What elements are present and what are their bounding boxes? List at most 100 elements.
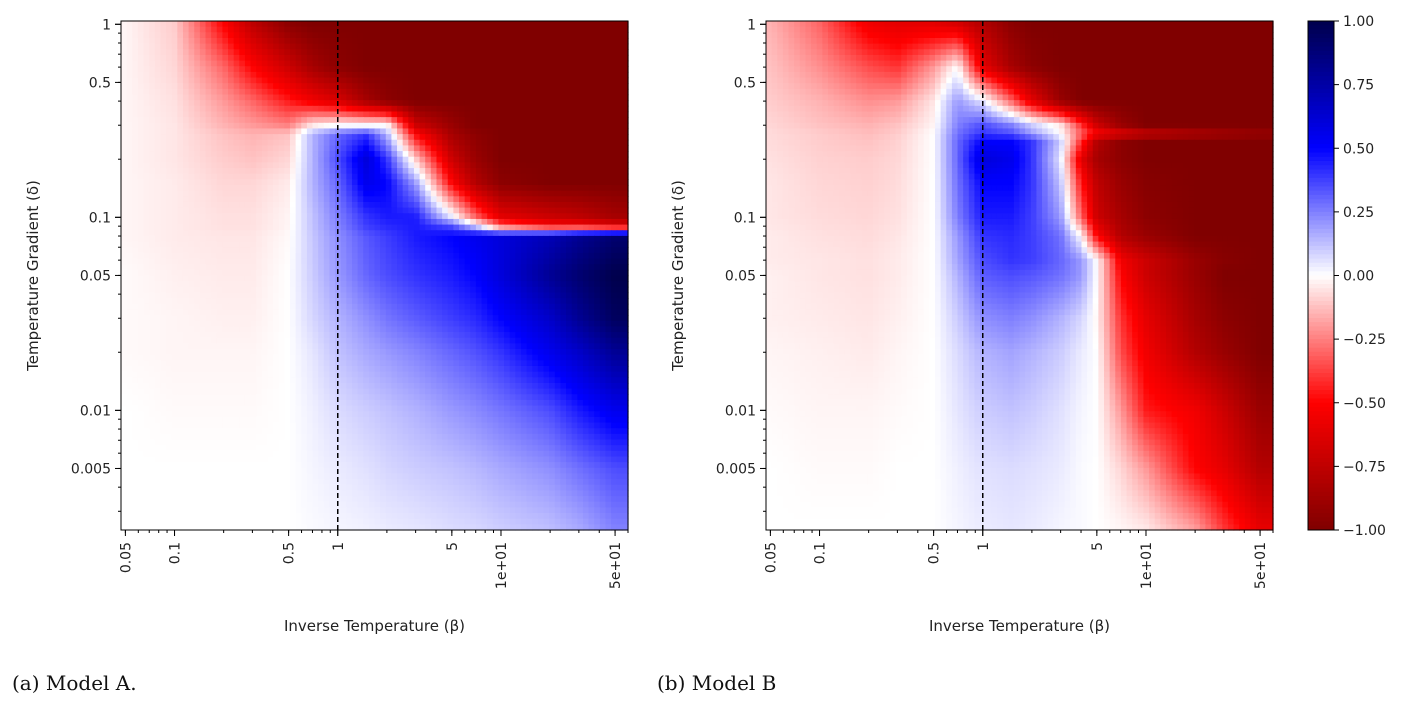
heatmap-cell bbox=[482, 157, 488, 163]
heatmap-cell bbox=[544, 185, 550, 191]
heatmap-cell bbox=[493, 111, 499, 117]
heatmap-cell bbox=[172, 72, 178, 78]
heatmap-cell bbox=[177, 89, 183, 95]
heatmap-cell bbox=[132, 213, 138, 219]
heatmap-cell bbox=[397, 72, 403, 78]
heatmap-cell bbox=[611, 208, 617, 214]
heatmap-cell bbox=[222, 145, 228, 151]
heatmap-cell bbox=[414, 202, 420, 208]
heatmap-cell bbox=[284, 134, 290, 140]
heatmap-cell bbox=[279, 111, 285, 117]
heatmap-cell bbox=[436, 111, 442, 117]
heatmap-cell bbox=[301, 44, 307, 50]
heatmap-cell bbox=[594, 196, 600, 202]
heatmap-cell bbox=[149, 49, 155, 55]
heatmap-cell bbox=[476, 100, 482, 106]
heatmap-cell bbox=[307, 95, 313, 101]
heatmap-cell bbox=[341, 100, 347, 106]
heatmap-cell bbox=[346, 66, 352, 72]
heatmap-cell bbox=[583, 208, 589, 214]
heatmap-cell bbox=[307, 66, 313, 72]
heatmap-cell bbox=[127, 32, 133, 38]
heatmap-cell bbox=[476, 117, 482, 123]
heatmap-cell bbox=[414, 100, 420, 106]
heatmap-cell bbox=[369, 208, 375, 214]
heatmap-cell bbox=[149, 134, 155, 140]
heatmap-cell bbox=[572, 128, 578, 134]
heatmap-cell bbox=[549, 83, 555, 89]
heatmap-cell bbox=[442, 151, 448, 157]
heatmap-cell bbox=[352, 140, 358, 146]
heatmap-cell bbox=[442, 27, 448, 33]
heatmap-cell bbox=[600, 179, 606, 185]
heatmap-cell bbox=[527, 49, 533, 55]
heatmap-cell bbox=[318, 134, 324, 140]
heatmap-cell bbox=[127, 89, 133, 95]
heatmap-cell bbox=[420, 89, 426, 95]
heatmap-cell bbox=[470, 179, 476, 185]
heatmap-cell bbox=[549, 72, 555, 78]
heatmap-cell bbox=[234, 140, 240, 146]
heatmap-cell bbox=[251, 78, 257, 84]
heatmap-cell bbox=[346, 145, 352, 151]
heatmap-cell bbox=[600, 49, 606, 55]
heatmap-cell bbox=[329, 157, 335, 163]
heatmap-cell bbox=[127, 185, 133, 191]
heatmap-cell bbox=[487, 134, 493, 140]
heatmap-cell bbox=[284, 55, 290, 61]
heatmap-cell bbox=[251, 140, 257, 146]
heatmap-cell bbox=[160, 140, 166, 146]
heatmap-cell bbox=[183, 106, 189, 112]
heatmap-cell bbox=[183, 145, 189, 151]
heatmap-cell bbox=[617, 123, 623, 129]
heatmap-cell bbox=[262, 123, 268, 129]
heatmap-cell bbox=[594, 168, 600, 174]
heatmap-cell bbox=[290, 123, 296, 129]
heatmap-cell bbox=[144, 66, 150, 72]
heatmap-cell bbox=[206, 72, 212, 78]
heatmap-cell bbox=[177, 157, 183, 163]
heatmap-cell bbox=[183, 55, 189, 61]
heatmap-cell bbox=[589, 100, 595, 106]
heatmap-cell bbox=[262, 100, 268, 106]
heatmap-cell bbox=[369, 174, 375, 180]
heatmap-cell bbox=[279, 117, 285, 123]
heatmap-cell bbox=[121, 140, 127, 146]
heatmap-cell bbox=[391, 72, 397, 78]
heatmap-cell bbox=[284, 174, 290, 180]
heatmap-cell bbox=[358, 32, 364, 38]
heatmap-cell bbox=[138, 89, 144, 95]
heatmap-cell bbox=[228, 185, 234, 191]
heatmap-cell bbox=[144, 49, 150, 55]
heatmap-cell bbox=[391, 202, 397, 208]
heatmap-cell bbox=[211, 49, 217, 55]
heatmap-cell bbox=[403, 44, 409, 50]
heatmap-cell bbox=[544, 174, 550, 180]
heatmap-cell bbox=[527, 168, 533, 174]
heatmap-cell bbox=[183, 151, 189, 157]
heatmap-cell bbox=[476, 66, 482, 72]
heatmap-cell bbox=[132, 185, 138, 191]
heatmap-cell bbox=[234, 179, 240, 185]
heatmap-cell bbox=[296, 168, 302, 174]
heatmap-cell bbox=[544, 202, 550, 208]
heatmap-cell bbox=[217, 174, 223, 180]
heatmap-cell bbox=[380, 196, 386, 202]
heatmap-cell bbox=[166, 140, 172, 146]
heatmap-cell bbox=[211, 83, 217, 89]
heatmap-cell bbox=[425, 162, 431, 168]
heatmap-cell bbox=[577, 61, 583, 67]
heatmap-cell bbox=[617, 61, 623, 67]
heatmap-cell bbox=[476, 134, 482, 140]
heatmap-cell bbox=[256, 179, 262, 185]
heatmap-cell bbox=[284, 157, 290, 163]
heatmap-cell bbox=[279, 151, 285, 157]
heatmap-cell bbox=[222, 157, 228, 163]
heatmap-cell bbox=[138, 72, 144, 78]
heatmap-cell bbox=[408, 157, 414, 163]
heatmap-cell bbox=[234, 44, 240, 50]
heatmap-cell bbox=[482, 213, 488, 219]
heatmap-cell bbox=[510, 49, 516, 55]
heatmap-cell bbox=[228, 162, 234, 168]
heatmap-cell bbox=[234, 128, 240, 134]
